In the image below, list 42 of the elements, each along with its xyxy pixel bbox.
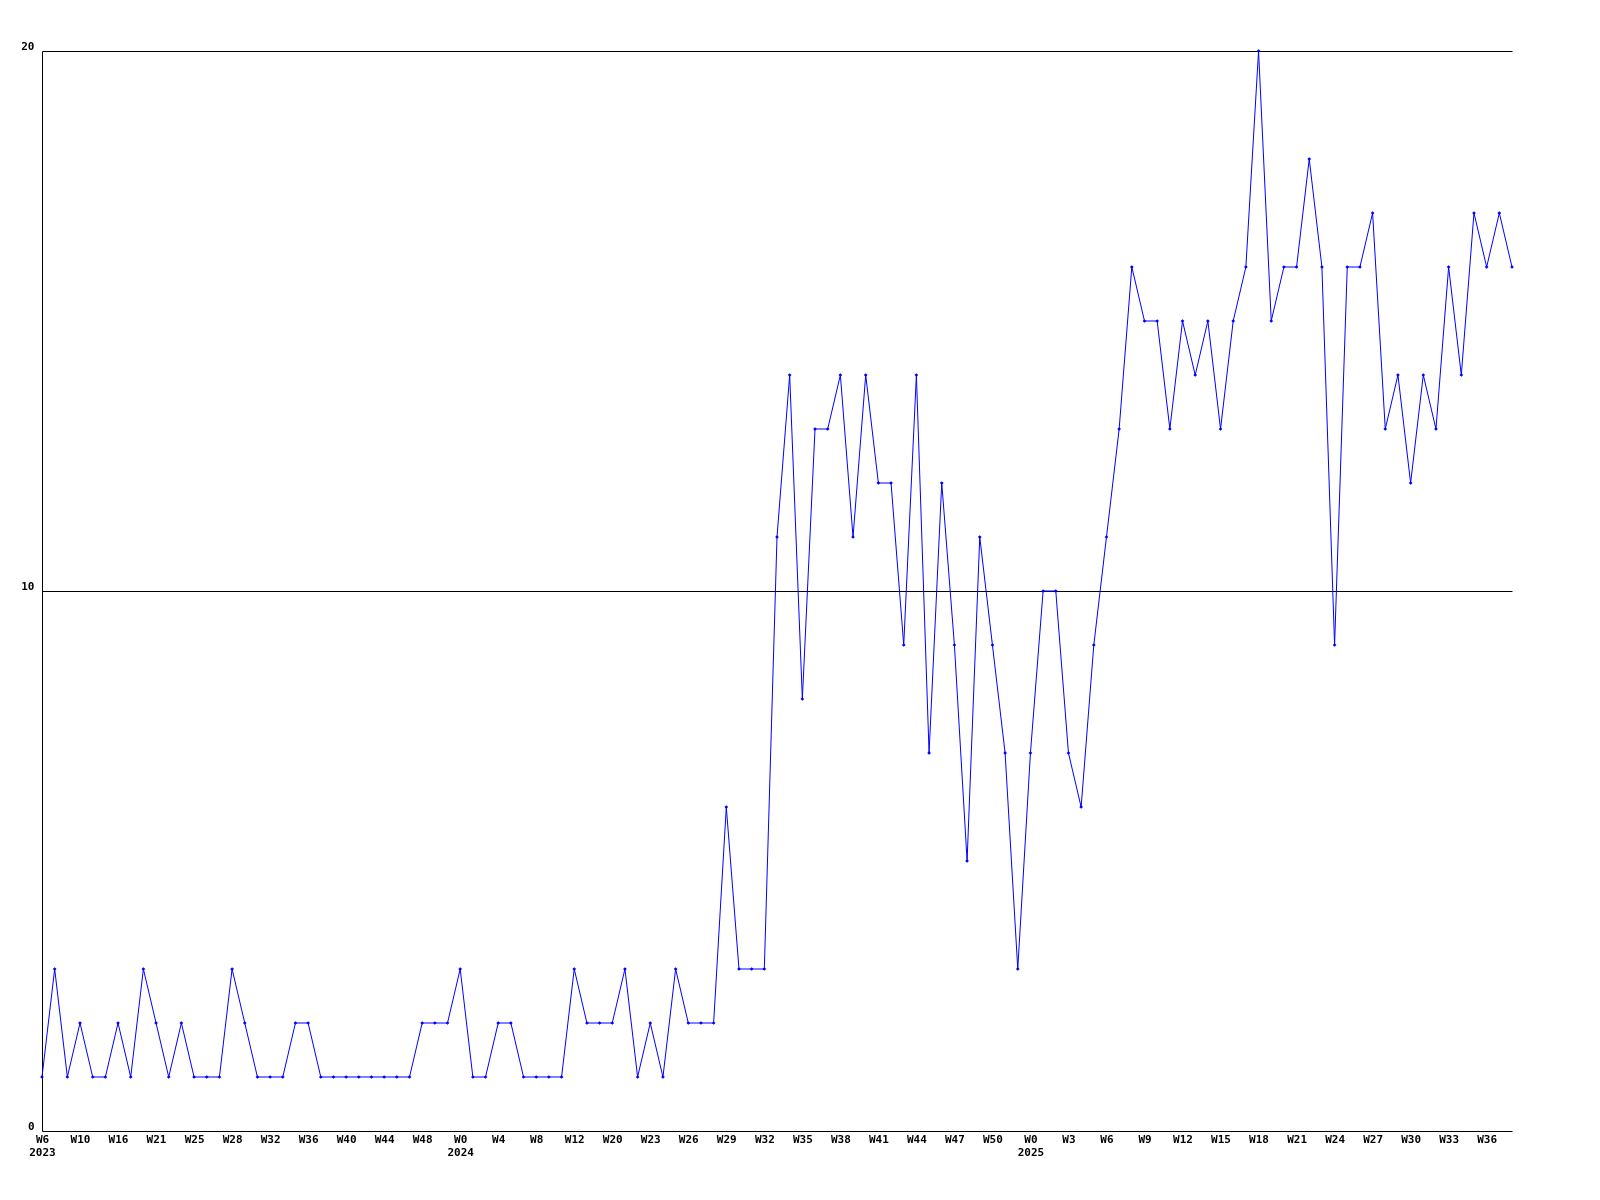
x-tick-label: W41 bbox=[868, 1132, 890, 1146]
x-tick-label: W10 bbox=[70, 1132, 91, 1146]
x-tick-label: W44 bbox=[906, 1132, 928, 1146]
x-tick-label: W12 bbox=[1173, 1132, 1193, 1146]
x-tick-label: W28 bbox=[222, 1132, 243, 1146]
x-tick-label: W24 bbox=[1325, 1132, 1346, 1146]
x-tick-label: W23 bbox=[640, 1132, 661, 1146]
x-tick-label: W26 bbox=[678, 1132, 700, 1146]
x-tick-label: W3 bbox=[1062, 1132, 1076, 1146]
x-tick-label: W15 bbox=[1211, 1132, 1231, 1146]
x-tick-label: W20 bbox=[602, 1132, 623, 1146]
x-tick-label: W30 bbox=[1401, 1132, 1422, 1146]
x-tick-label: W4 bbox=[492, 1132, 506, 1146]
x-tick-label: W25 bbox=[184, 1132, 205, 1146]
x-tick-label: W32 bbox=[754, 1132, 775, 1146]
x-tick-label: W48 bbox=[412, 1132, 433, 1146]
x-tick-label: W9 bbox=[1138, 1132, 1152, 1146]
x-tick-label: W29 bbox=[716, 1132, 737, 1146]
x-tick-label: W35 bbox=[792, 1132, 813, 1146]
x-tick-label: W33 bbox=[1439, 1132, 1460, 1146]
x-tick-label: W6 2023 bbox=[29, 1132, 56, 1159]
x-tick-label: W16 bbox=[108, 1132, 129, 1146]
x-tick-label: W0 2025 bbox=[1017, 1132, 1045, 1159]
x-tick-label: W38 bbox=[830, 1132, 851, 1146]
x-tick-label: W21 bbox=[146, 1132, 167, 1146]
x-tick-label: W0 2024 bbox=[447, 1132, 475, 1159]
x-tick-label: W36 bbox=[1477, 1132, 1498, 1146]
x-tick-label: W50 bbox=[982, 1132, 1003, 1146]
x-tick-label: W32 bbox=[260, 1132, 281, 1146]
x-tick-label: W18 bbox=[1249, 1132, 1269, 1146]
x-tick-label: W40 bbox=[336, 1132, 357, 1146]
x-tick-label: W27 bbox=[1363, 1132, 1384, 1146]
y-tick-label: 20 bbox=[21, 39, 35, 53]
y-tick-label: 0 bbox=[27, 1119, 35, 1133]
x-tick-label: W44 bbox=[374, 1132, 395, 1146]
x-tick-label: W36 bbox=[298, 1132, 319, 1146]
y-tick-label: 10 bbox=[21, 579, 35, 593]
x-tick-label: W47 bbox=[944, 1132, 965, 1146]
x-tick-label: W8 bbox=[530, 1132, 544, 1146]
x-tick-label: W21 bbox=[1287, 1132, 1308, 1146]
x-tick-label: W6 bbox=[1100, 1132, 1114, 1146]
x-tick-label: W12 bbox=[564, 1132, 585, 1146]
